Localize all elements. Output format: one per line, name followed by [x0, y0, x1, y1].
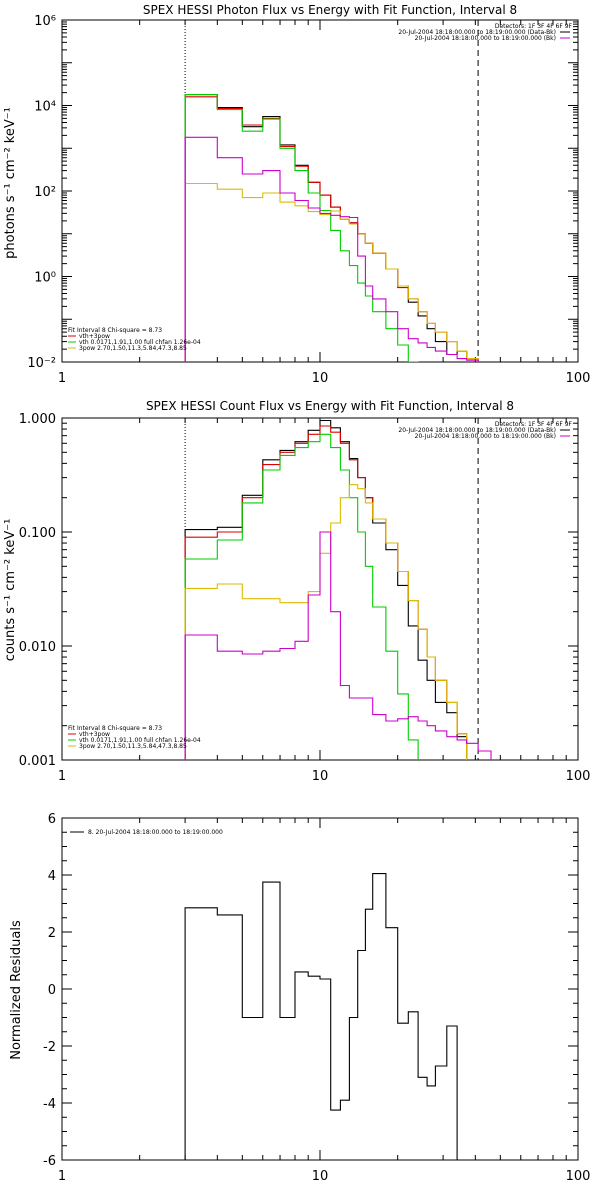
photon-flux-ylabel: photons s⁻¹ cm⁻² keV⁻¹: [3, 107, 18, 259]
info-line: 20-Jul-2004 18:18:00.000 to 18:19:00.000…: [398, 427, 556, 434]
detectors-label: Detectors: 1F 3F 4F 6F 9F: [495, 421, 573, 428]
y-tick-label: -2: [43, 1040, 56, 1055]
fit-line: vth 0.0171,1.91,1.00 full chfan 1.26e-04: [79, 339, 201, 346]
series-line: [184, 94, 419, 362]
y-tick-label: 10²: [34, 185, 56, 200]
y-tick-label: 1.000: [19, 412, 56, 427]
x-tick-label: 1: [58, 371, 66, 386]
y-tick-label: -4: [43, 1097, 56, 1112]
x-tick-label: 100: [566, 1169, 591, 1184]
detectors-label: Detectors: 1F 3F 4F 6F 9F: [495, 23, 573, 30]
series-line: [184, 96, 479, 362]
series-line: [184, 425, 468, 760]
y-tick-label: 0.010: [19, 640, 56, 655]
y-tick-label: 10⁶: [34, 14, 56, 29]
x-tick-label: 1: [58, 769, 66, 784]
fit-line: vth+3pow: [79, 731, 110, 738]
x-tick-label: 1: [58, 1169, 66, 1184]
series-line: [184, 531, 492, 760]
fit-line: vth 0.0171,1.91,1.00 full chfan 1.26e-04: [79, 737, 201, 744]
y-tick-label: 2: [48, 926, 56, 941]
y-tick-label: 10⁻²: [27, 356, 56, 371]
fit-line: 3pow 2.70,1.50,11.3,5.84,47.3,8.85: [79, 743, 187, 750]
y-tick-label: 10⁰: [34, 271, 56, 286]
series-line: [184, 94, 479, 362]
y-tick-label: 4: [48, 869, 56, 884]
fit-line: vth+3pow: [79, 333, 110, 340]
y-tick-label: 0: [48, 983, 56, 998]
fit-header: Fit Interval 8 Chi-square = 8.73: [68, 327, 162, 334]
plot-content: [184, 873, 458, 1160]
residuals-panel: Normalized Residuals 1 10 100 -6 -4 -2 0 2 4 6 8. …: [9, 812, 590, 1184]
plot-content: [184, 418, 492, 760]
x-tick-label: 10: [312, 371, 329, 386]
photon-flux-panel: SPEX HESSI Photon Flux vs Energy with Fi…: [3, 3, 590, 386]
info-line: 20-Jul-2004 18:18:00.000 to 18:19:00.000…: [415, 433, 556, 440]
y-tick-label: 10⁴: [34, 100, 56, 115]
y-tick-label: 0.001: [19, 754, 56, 769]
y-tick-label: 6: [48, 812, 56, 827]
series-line: [184, 433, 419, 760]
fit-header: Fit Interval 8 Chi-square = 8.73: [68, 725, 162, 732]
y-tick-label: 0.100: [19, 526, 56, 541]
x-tick-label: 100: [566, 371, 591, 386]
series-line: [184, 182, 479, 362]
x-tick-label: 100: [566, 769, 591, 784]
residuals-ylabel: Normalized Residuals: [9, 920, 24, 1060]
count-flux-panel: SPEX HESSI Count Flux vs Energy with Fit…: [3, 399, 590, 784]
photon-flux-title: SPEX HESSI Photon Flux vs Energy with Fi…: [143, 3, 517, 17]
info-line: 20-Jul-2004 18:18:00.000 to 18:19:00.000…: [415, 35, 556, 42]
series-line: [184, 873, 458, 1160]
y-tick-label: -6: [43, 1154, 56, 1169]
fit-line: 3pow 2.70,1.50,11.3,5.84,47.3,8.85: [79, 345, 187, 352]
legend-label: 8. 20-Jul-2004 18:18:00.000 to 18:19:00.…: [88, 829, 223, 836]
info-line: 20-Jul-2004 18:18:00.000 to 18:19:00.000…: [398, 29, 556, 36]
series-line: [184, 484, 468, 760]
count-flux-ylabel: counts s⁻¹ cm⁻² keV⁻¹: [3, 519, 18, 662]
plot-content: [184, 20, 479, 362]
series-line: [184, 136, 479, 362]
count-flux-title: SPEX HESSI Count Flux vs Energy with Fit…: [146, 399, 514, 413]
x-tick-label: 10: [312, 1169, 329, 1184]
plot-frame: [61, 817, 579, 1161]
x-tick-label: 10: [312, 769, 329, 784]
